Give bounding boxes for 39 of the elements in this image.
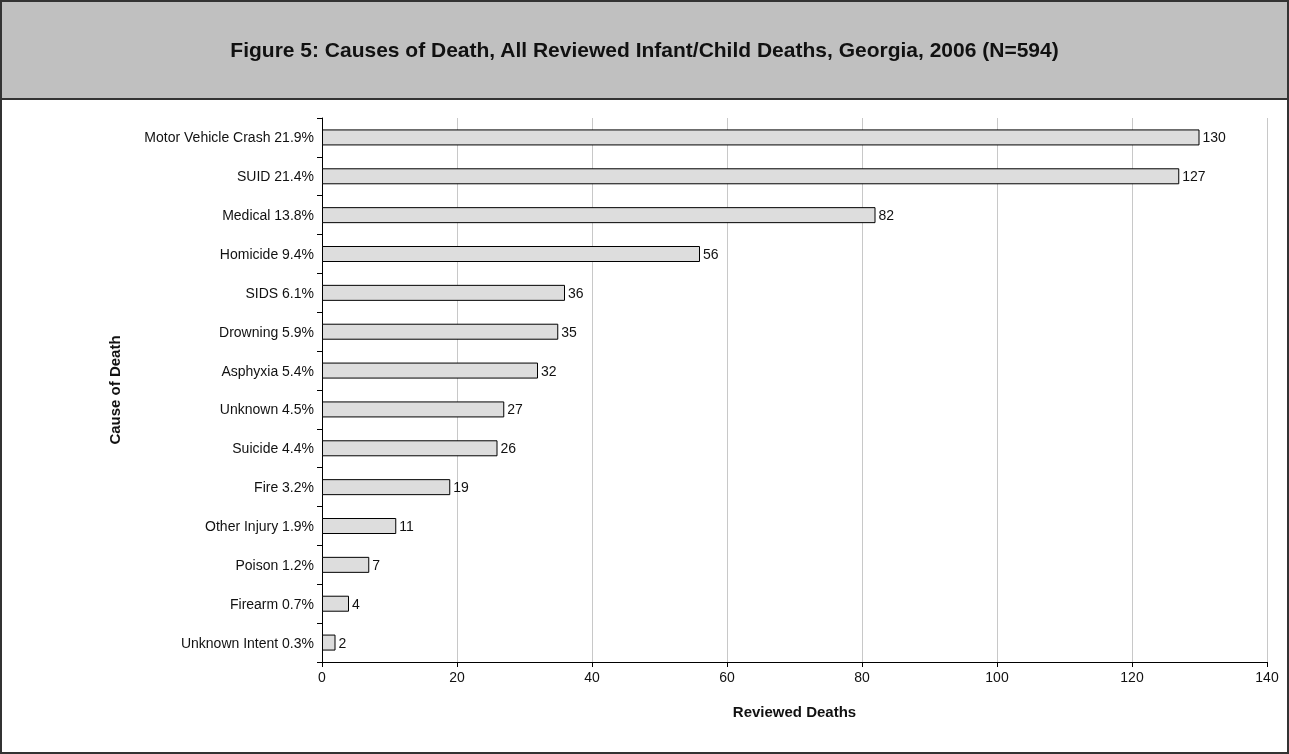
y-tick-label: SIDS 6.1%	[245, 284, 314, 301]
data-label: 7	[372, 556, 381, 573]
x-tick-label: 60	[719, 669, 735, 685]
data-label: 56	[703, 246, 719, 262]
y-tick-label: Medical 13.8%	[222, 207, 314, 224]
data-label: 36	[568, 284, 584, 301]
data-label: 35	[561, 323, 578, 340]
data-label: 127	[1182, 168, 1206, 185]
x-tick-label: 120	[1120, 669, 1144, 685]
data-label: 26	[500, 440, 517, 457]
data-label: 11	[399, 518, 414, 534]
y-tick-label: Unknown Intent 0.3%	[180, 634, 314, 651]
y-axis-title: Cause of Death	[106, 335, 123, 445]
y-tick-label: Fire 3.2%	[254, 479, 314, 496]
y-tick-label: Unknown 4.5%	[219, 401, 314, 418]
y-tick-label: Asphyxia 5.4%	[221, 362, 314, 379]
y-tick-label: Suicide 4.4%	[232, 440, 314, 457]
x-tick-label: 80	[854, 669, 870, 685]
data-label: 130	[1202, 129, 1227, 146]
y-tick-label: Motor Vehicle Crash 21.9%	[144, 129, 314, 146]
y-tick-label: SUID 21.4%	[236, 168, 314, 185]
x-tick-label: 40	[584, 669, 600, 685]
chart-title: Figure 5: Causes of Death, All Reviewed Infant/Child Deaths, Georgia, 2006 (N=594)	[2, 2, 1287, 100]
data-label: 2	[338, 634, 347, 651]
x-axis-title: Reviewed Deaths	[732, 703, 857, 720]
x-tick-label: 0	[318, 669, 327, 685]
data-label: 19	[453, 479, 470, 496]
y-tick-label: Poison 1.2%	[235, 556, 314, 573]
data-label: 27	[507, 401, 524, 418]
x-tick-label: 20	[449, 669, 465, 685]
y-tick-label: Firearm 0.7%	[229, 595, 314, 612]
x-tick-label: 100	[985, 669, 1009, 685]
data-label: 4	[352, 595, 360, 612]
y-tick-label: Homicide 9.4%	[219, 246, 314, 262]
y-tick-label: Other Injury 1.9%	[205, 518, 314, 534]
y-tick-label: Drowning 5.9%	[219, 323, 314, 340]
data-label: 82	[878, 207, 895, 224]
x-tick-label: 140	[1255, 669, 1279, 685]
data-label: 32	[541, 362, 557, 379]
